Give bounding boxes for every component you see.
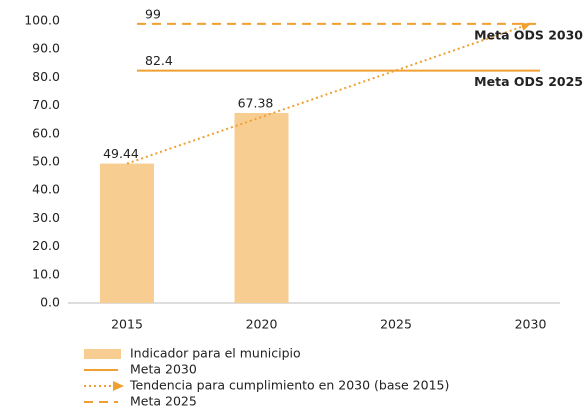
y-tick-label: 20.0 [32, 238, 60, 253]
target-value-label: 99 [145, 6, 161, 21]
target-annotation: Meta ODS 2025 [474, 74, 583, 89]
target-value-label: 82.4 [145, 53, 173, 68]
y-tick-label: 60.0 [32, 125, 60, 140]
bar [234, 112, 289, 303]
legend-label: Indicador para el municipio [130, 346, 301, 361]
legend-swatch [84, 349, 121, 359]
bar [100, 163, 154, 303]
bar-value-label: 67.38 [238, 95, 274, 110]
y-tick-label: 90.0 [32, 41, 60, 56]
trend-line [126, 22, 531, 165]
y-tick-label: 0.0 [40, 295, 60, 310]
legend-label: Meta 2025 [130, 394, 197, 409]
y-tick-label: 70.0 [32, 97, 60, 112]
bar-value-label: 49.44 [103, 146, 139, 161]
legend-label: Meta 2030 [130, 362, 197, 377]
x-tick-label: 2025 [380, 317, 412, 332]
x-tick-label: 2015 [111, 317, 143, 332]
target-annotation: Meta ODS 2030 [474, 27, 583, 42]
y-tick-label: 10.0 [32, 266, 60, 281]
x-tick-label: 2020 [246, 317, 278, 332]
legend-label: Tendencia para cumplimiento en 2030 (bas… [129, 378, 449, 393]
y-tick-label: 30.0 [32, 210, 60, 225]
y-tick-label: 80.0 [32, 69, 60, 84]
y-tick-label: 50.0 [32, 154, 60, 169]
legend-arrow [113, 381, 124, 391]
x-tick-label: 2030 [515, 317, 547, 332]
y-tick-label: 100.0 [24, 13, 60, 28]
y-tick-label: 40.0 [32, 182, 60, 197]
